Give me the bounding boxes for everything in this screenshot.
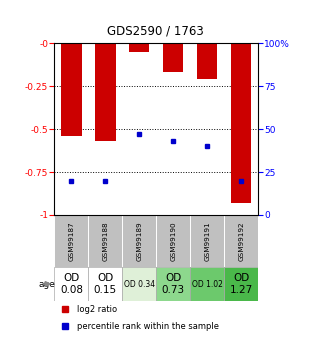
Bar: [224, 267, 258, 301]
Bar: [122, 215, 156, 267]
Bar: [231, 43, 251, 203]
Text: OD
1.27: OD 1.27: [230, 273, 253, 295]
Text: GDS2590 / 1763: GDS2590 / 1763: [107, 24, 204, 38]
Bar: [156, 215, 190, 267]
Text: GSM99187: GSM99187: [68, 221, 74, 261]
Bar: [61, 43, 81, 136]
Bar: [190, 267, 224, 301]
Text: GSM99192: GSM99192: [238, 221, 244, 261]
Text: percentile rank within the sample: percentile rank within the sample: [77, 322, 219, 331]
Text: OD
0.15: OD 0.15: [94, 273, 117, 295]
Text: OD 0.34: OD 0.34: [124, 279, 155, 288]
Bar: [163, 43, 183, 72]
Bar: [122, 267, 156, 301]
Bar: [190, 215, 224, 267]
Bar: [224, 215, 258, 267]
Text: log2 ratio: log2 ratio: [77, 305, 117, 314]
Text: OD 1.02: OD 1.02: [192, 279, 223, 288]
Bar: [197, 43, 217, 79]
Text: GSM99188: GSM99188: [102, 221, 108, 261]
Text: GSM99189: GSM99189: [136, 221, 142, 261]
Bar: [88, 215, 122, 267]
Bar: [88, 267, 122, 301]
Bar: [95, 43, 115, 141]
Text: OD
0.08: OD 0.08: [60, 273, 83, 295]
Bar: [54, 267, 88, 301]
Bar: [54, 215, 88, 267]
Bar: [129, 43, 150, 52]
Bar: [156, 267, 190, 301]
Text: age: age: [38, 279, 55, 288]
Text: GSM99190: GSM99190: [170, 221, 176, 261]
Text: OD
0.73: OD 0.73: [162, 273, 185, 295]
Text: GSM99191: GSM99191: [204, 221, 210, 261]
